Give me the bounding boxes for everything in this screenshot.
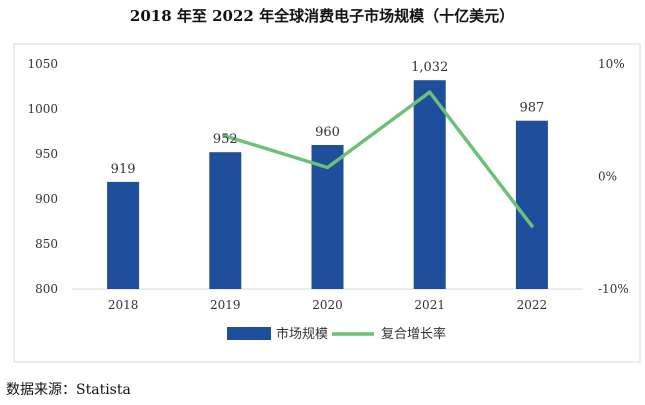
bar	[107, 181, 140, 289]
bar-value-label: 987	[519, 101, 544, 116]
x-tick-label: 2018	[108, 298, 139, 312]
bar	[515, 120, 548, 289]
y-tick-label: 1050	[27, 57, 58, 71]
x-tick-label: 2021	[414, 298, 445, 312]
data-labels: 919 952 960 1,032 987	[111, 60, 545, 177]
bar-value-label: 960	[315, 125, 340, 140]
x-tick-label: 2019	[210, 298, 241, 312]
growth-line	[223, 90, 534, 228]
y-tick-label: 850	[35, 237, 58, 251]
legend-label-growth-rate: 复合增长率	[381, 326, 446, 342]
y-tick-label: 1000	[27, 102, 58, 116]
source-note: 数据来源：Statista	[6, 382, 131, 398]
y-tick-label: 900	[35, 192, 58, 206]
legend-label-market-size: 市场规模	[276, 326, 328, 342]
growth-point	[427, 90, 432, 94]
y-tick-label: 950	[35, 147, 58, 161]
chart-title: 2018 年至 2022 年全球消费电子市场规模（十亿美元）	[130, 7, 514, 25]
growth-point	[325, 165, 330, 170]
growth-point	[530, 224, 534, 228]
bar	[209, 152, 242, 289]
bar-value-label: 919	[111, 162, 136, 177]
chart-frame	[13, 43, 641, 363]
y-tick-label: 800	[35, 282, 58, 296]
y2-tick-label: 10%	[598, 57, 625, 71]
bar-value-label: 1,032	[411, 60, 448, 75]
y2-tick-label: -10%	[598, 282, 629, 296]
bar	[413, 80, 446, 289]
growth-point	[223, 134, 228, 138]
x-tick-label: 2020	[312, 298, 343, 312]
legend-swatch-market-size	[227, 327, 271, 340]
y2-tick-label: 0%	[598, 170, 617, 184]
x-tick-label: 2022	[517, 298, 548, 312]
axes: 800 850 900 950 1000 1050 -10% 0% 10% 2018 2019 202…	[27, 57, 628, 312]
line-series	[223, 90, 534, 228]
bar-value-label: 952	[213, 132, 238, 147]
legend: 市场规模 复合增长率	[227, 326, 446, 342]
bar-series	[107, 80, 548, 289]
